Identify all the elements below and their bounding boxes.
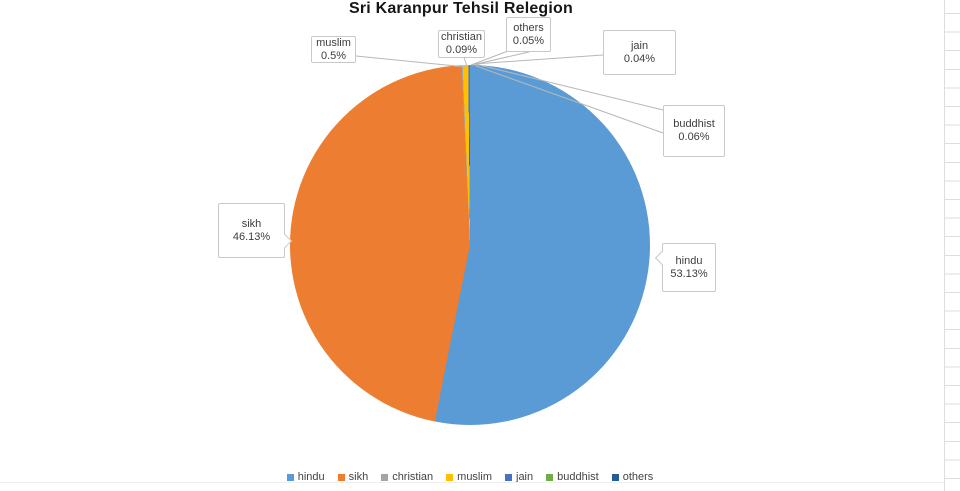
callout-sikh: sikh 46.13% bbox=[218, 203, 285, 258]
callout-jain-value: 0.04% bbox=[623, 52, 656, 65]
callout-muslim-label: muslim bbox=[316, 36, 351, 49]
callout-buddhist: buddhist 0.06% bbox=[663, 105, 725, 157]
chart-title: Sri Karanpur Tehsil Relegion bbox=[348, 0, 573, 17]
legend-label-hindu: hindu bbox=[297, 471, 325, 483]
legend-swatch-hindu bbox=[286, 473, 294, 481]
callout-sikh-value: 46.13% bbox=[232, 230, 271, 243]
legend-item-buddhist: buddhist bbox=[546, 471, 599, 483]
legend-item-others: others bbox=[611, 471, 654, 483]
callout-christian-label: christian bbox=[441, 31, 482, 43]
callout-jain: jain 0.04% bbox=[603, 30, 676, 75]
spreadsheet-gridlines-rows bbox=[945, 13, 960, 491]
legend-label-christian: christian bbox=[392, 471, 434, 483]
callout-muslim-value: 0.5% bbox=[320, 49, 347, 62]
chart-legend: hindu sikh christian muslim jain buddhis… bbox=[0, 471, 940, 483]
legend-label-jain: jain bbox=[516, 471, 534, 483]
callout-buddhist-label: buddhist bbox=[673, 118, 715, 130]
callout-hindu-label: hindu bbox=[675, 254, 703, 267]
callout-sikh-label: sikh bbox=[241, 217, 262, 230]
legend-item-christian: christian bbox=[381, 471, 433, 483]
callout-others: others 0.05% bbox=[506, 17, 551, 52]
legend-label-others: others bbox=[622, 471, 654, 483]
callout-buddhist-value: 0.06% bbox=[678, 131, 710, 143]
leader-line-jain bbox=[473, 54, 604, 65]
callout-others-label: others bbox=[513, 21, 544, 34]
legend-swatch-buddhist bbox=[546, 473, 554, 481]
legend-item-jain: jain bbox=[505, 471, 533, 483]
legend-label-muslim: muslim bbox=[457, 471, 492, 483]
callout-others-value: 0.05% bbox=[512, 34, 545, 47]
spreadsheet-gridline-vertical bbox=[944, 0, 945, 491]
callout-muslim: muslim 0.5% bbox=[311, 36, 356, 63]
legend-swatch-muslim bbox=[446, 473, 454, 481]
callout-christian-value: 0.09% bbox=[445, 44, 478, 56]
legend-swatch-others bbox=[611, 473, 619, 481]
pie-chart[interactable] bbox=[290, 65, 650, 425]
legend-swatch-sikh bbox=[337, 473, 345, 481]
legend-item-hindu: hindu bbox=[286, 471, 325, 483]
legend-swatch-christian bbox=[381, 473, 389, 481]
legend-swatch-jain bbox=[505, 473, 512, 481]
callout-hindu: hindu 53.13% bbox=[662, 243, 716, 292]
spreadsheet-gridline-bottom bbox=[0, 482, 944, 483]
callout-christian: christian 0.09% bbox=[438, 30, 485, 58]
callout-hindu-value: 53.13% bbox=[670, 267, 708, 280]
callout-jain-label: jain bbox=[630, 39, 649, 52]
legend-item-muslim: muslim bbox=[446, 471, 492, 483]
legend-label-sikh: sikh bbox=[348, 471, 369, 483]
legend-label-buddhist: buddhist bbox=[557, 471, 599, 483]
legend-item-sikh: sikh bbox=[337, 471, 369, 483]
